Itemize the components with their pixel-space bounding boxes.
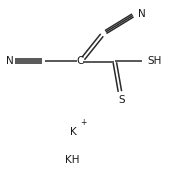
Text: S: S (118, 95, 125, 105)
Text: +: + (80, 118, 86, 127)
Text: ·: · (85, 47, 88, 56)
Text: N: N (6, 56, 14, 66)
Text: SH: SH (148, 56, 162, 66)
Text: KH: KH (65, 155, 79, 165)
Text: K: K (70, 127, 77, 137)
Text: N: N (137, 9, 145, 19)
Text: C: C (76, 56, 84, 66)
